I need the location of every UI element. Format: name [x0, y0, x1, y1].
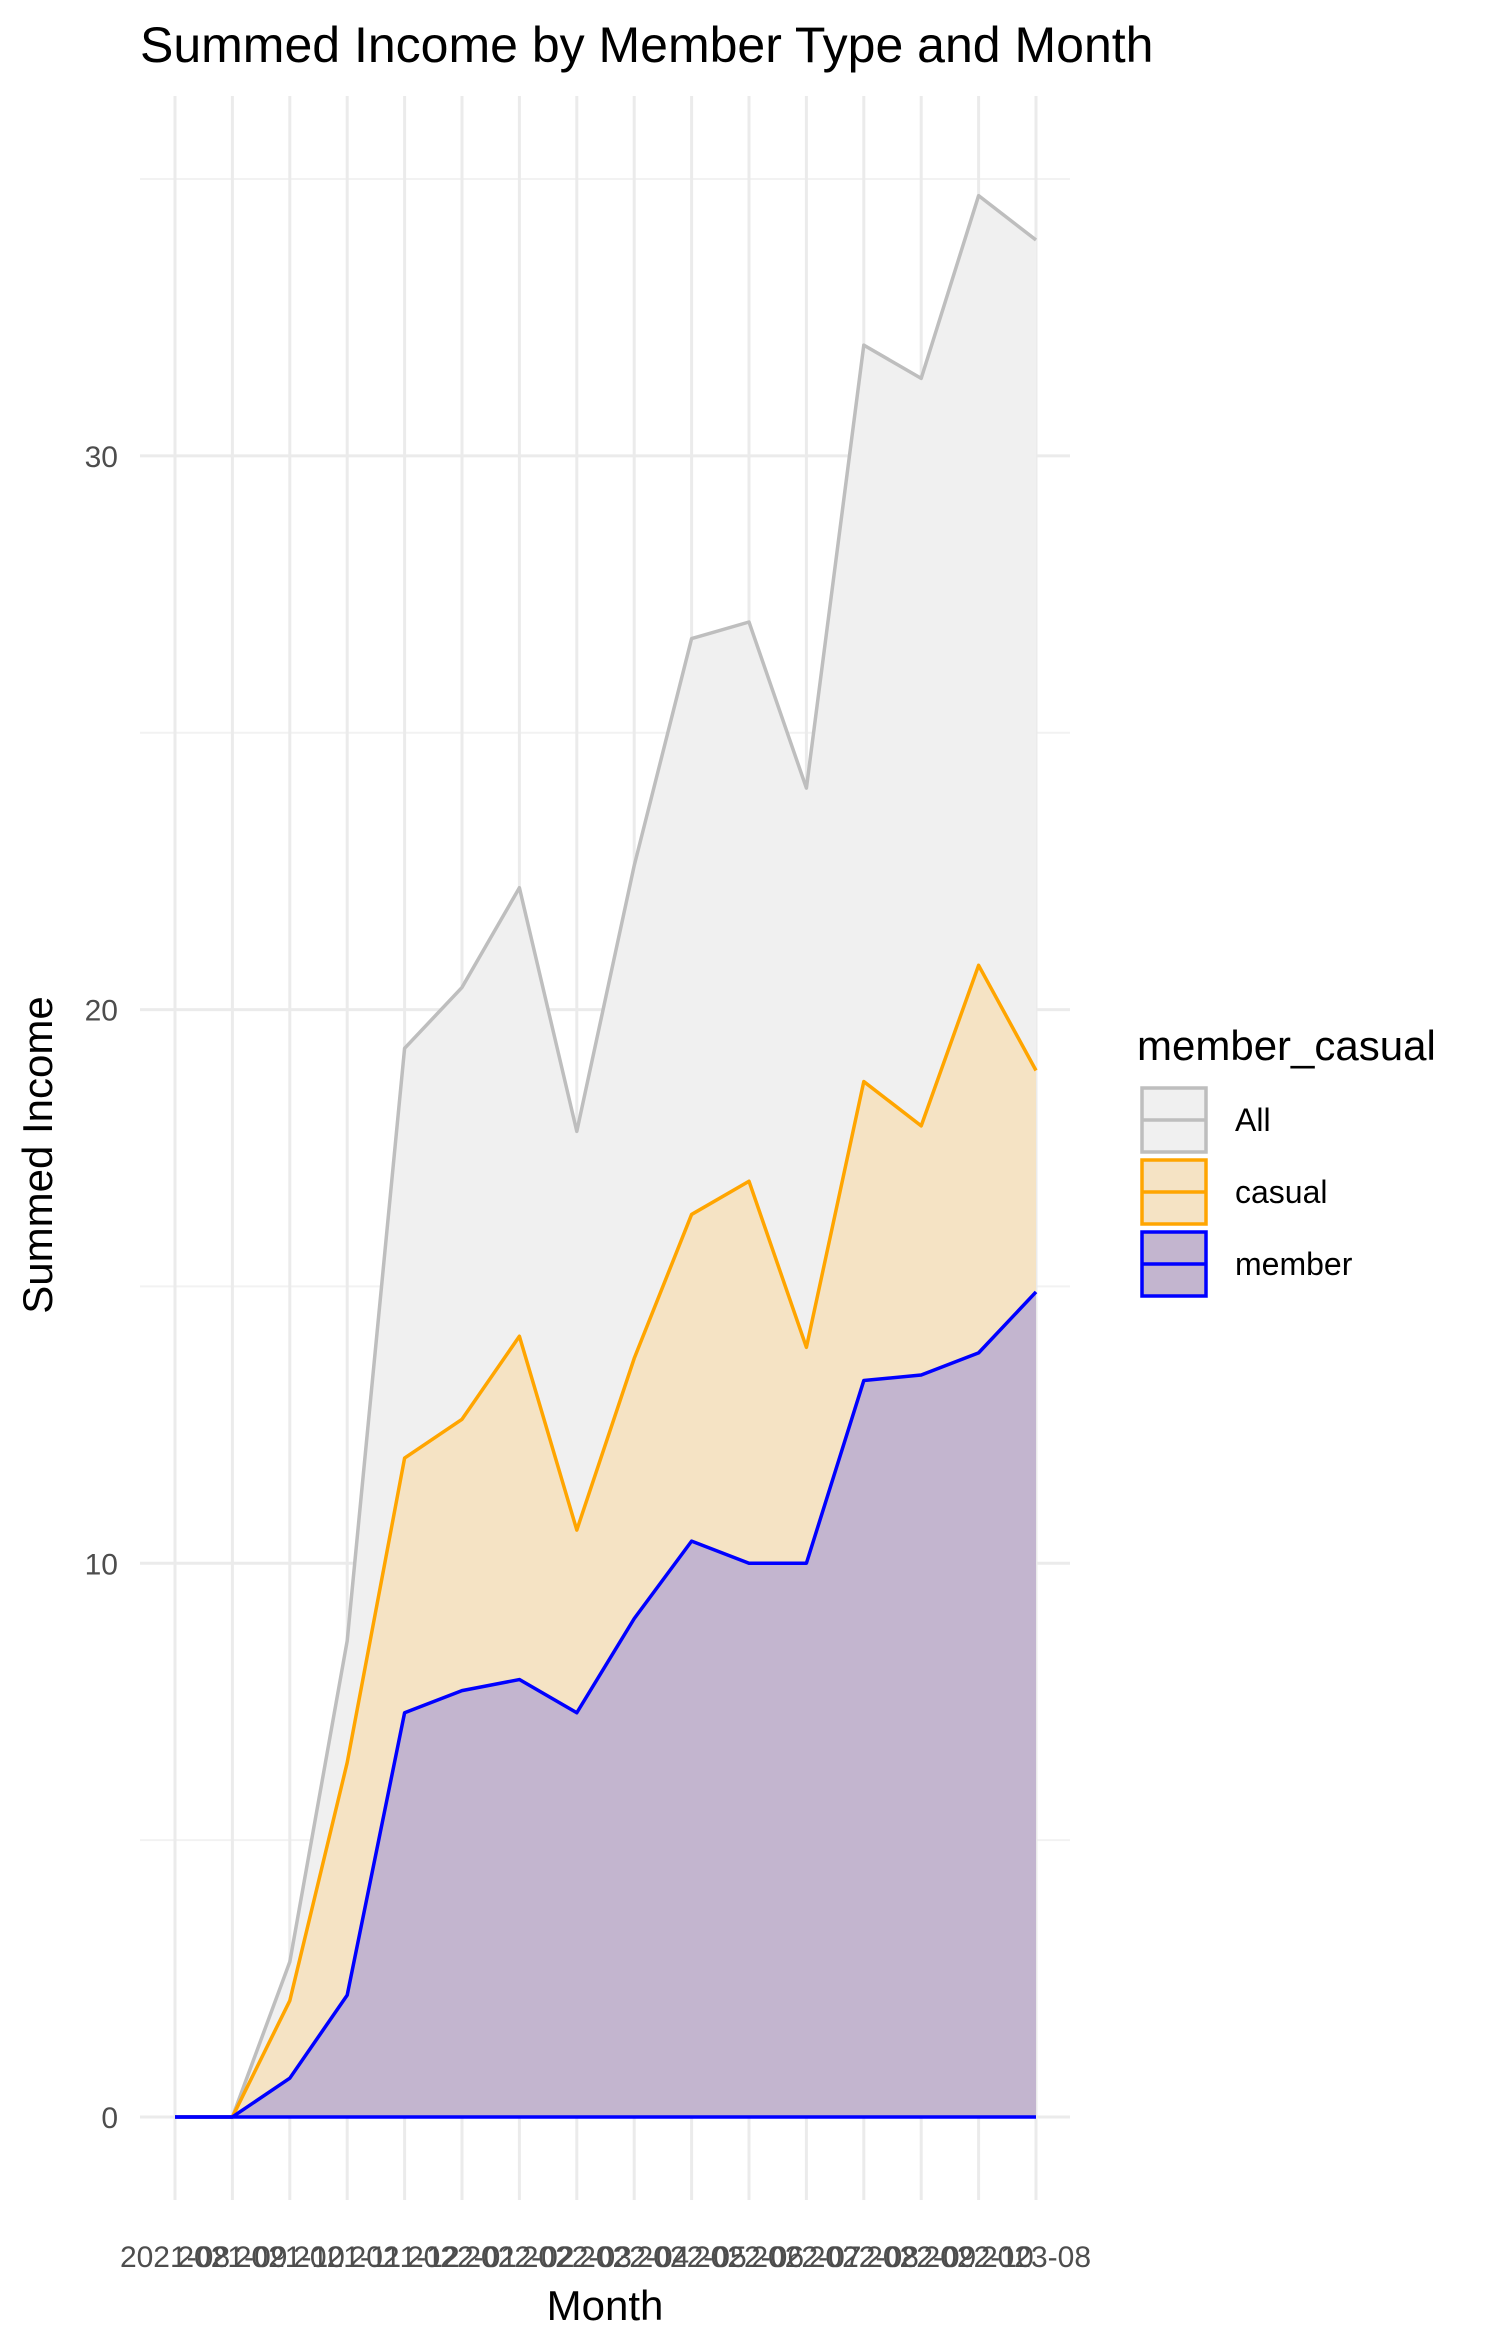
legend-title: member_casual — [1137, 1022, 1436, 1069]
series-lines — [175, 193, 1038, 2119]
x-tick-label: 2021-10 — [235, 2241, 345, 2274]
chart-title: Summed Income by Member Type and Month — [140, 17, 1153, 73]
x-tick-label: 2021-11 — [293, 2241, 401, 2274]
legend-label-member: member — [1235, 1246, 1353, 1282]
x-tick-label: 2021-09 — [177, 2241, 287, 2274]
y-tick-label: 10 — [85, 1548, 118, 1581]
x-tick-label: 2022-02 — [464, 2241, 574, 2274]
area-fills — [175, 195, 1036, 2117]
x-tick-label: 2022-08 — [809, 2241, 919, 2274]
x-axis-ticks: 2021-082021-092021-102021-112021-122022-… — [120, 2241, 1091, 2274]
x-tick-label: 2022-10 — [924, 2241, 1034, 2274]
y-tick-label: 30 — [85, 441, 118, 474]
x-tick-label: 2022-09 — [866, 2241, 976, 2274]
line-All — [175, 193, 1038, 2119]
x-tick-label: 2022-07 — [751, 2241, 861, 2274]
line-member — [175, 1290, 1038, 2119]
y-tick-label: 20 — [85, 995, 118, 1028]
x-tick-label: 2022-04 — [579, 2241, 689, 2274]
x-tick-label: 2022-01 — [407, 2241, 517, 2274]
y-tick-label: 0 — [101, 2102, 118, 2135]
legend: member_casual All casual member — [1137, 1022, 1436, 1298]
x-tick-label: 2021-12 — [350, 2241, 460, 2274]
x-tick-label: 2022-05 — [637, 2241, 747, 2274]
legend-label-All: All — [1235, 1102, 1271, 1138]
x-tick-label: 2022-06 — [694, 2241, 804, 2274]
legend-label-casual: casual — [1235, 1174, 1328, 1210]
line-casual — [175, 963, 1038, 2119]
x-tick-label: 2021-08 — [120, 2241, 230, 2274]
y-axis-ticks: 0 10 20 30 — [85, 441, 118, 2135]
x-tick-label: 2022-03 — [522, 2241, 632, 2274]
x-tick-label: 2023-08 — [981, 2241, 1091, 2274]
x-axis-title: Month — [547, 2282, 664, 2329]
area-member — [175, 1291, 1036, 2117]
y-axis-title: Summed Income — [14, 996, 61, 1313]
